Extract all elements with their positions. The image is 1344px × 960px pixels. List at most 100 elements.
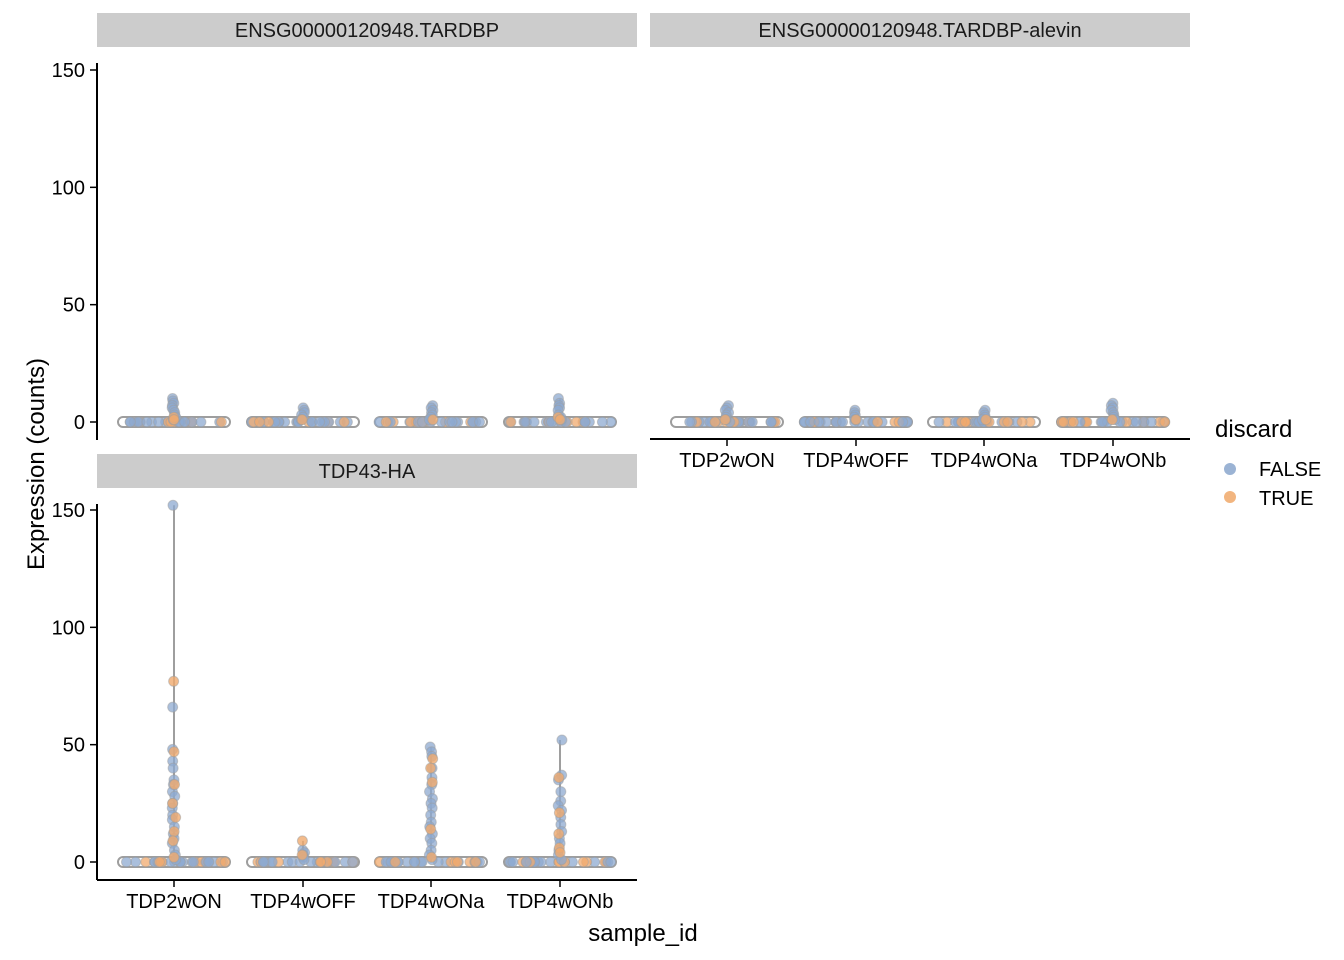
y-tick-label-2-1: 50 [63, 735, 85, 757]
point-0-0-zero-24 [179, 416, 191, 428]
point-0-3-zero-24 [579, 416, 591, 428]
point-1-2-true-0 [980, 414, 992, 426]
point-2-2-true-3 [425, 823, 437, 835]
point-2-3-false-0 [556, 734, 568, 746]
point-0-1-zero-24 [263, 416, 275, 428]
point-1-3-zero-19 [1145, 416, 1157, 428]
y-tick-label-2-3: 150 [52, 500, 85, 522]
point-2-0-zero-2 [130, 856, 142, 868]
point-2-0-zero-22 [219, 856, 231, 868]
point-1-1-true-0 [850, 414, 862, 426]
point-2-0-false-1 [167, 701, 179, 713]
point-2-0-true-4 [170, 811, 182, 823]
point-2-2-zero-23 [408, 856, 420, 868]
point-2-2-true-0 [427, 753, 439, 765]
point-0-2-zero-23 [474, 416, 486, 428]
point-1-1-zero-25 [872, 416, 884, 428]
legend-title: discard [1215, 416, 1292, 443]
x-tick-label-1-2: TDP4wONa [931, 450, 1039, 472]
y-tick-label-0-0: 0 [74, 412, 85, 434]
point-2-0-false-0 [167, 499, 179, 511]
facet-title-2: TDP43-HA [319, 461, 416, 483]
legend-label-true: TRUE [1259, 488, 1313, 510]
x-tick-label-1-3: TDP4wONb [1060, 450, 1167, 472]
point-1-0-zero-23 [684, 416, 696, 428]
y-tick-label-2-0: 0 [74, 852, 85, 874]
point-2-1-true-1 [296, 849, 308, 861]
point-2-0-false-4 [167, 762, 179, 774]
point-2-2-true-2 [426, 776, 438, 788]
point-0-2-zero-25 [446, 416, 458, 428]
point-1-3-zero-25 [1067, 416, 1079, 428]
point-0-1-zero-22 [314, 416, 326, 428]
point-0-3-zero-15 [596, 416, 608, 428]
point-1-3-true-0 [1106, 414, 1118, 426]
point-1-2-zero-20 [933, 416, 945, 428]
point-2-3-true-4 [554, 847, 566, 859]
x-tick-label-1-1: TDP4wOFF [803, 450, 909, 472]
legend-key-false [1224, 463, 1236, 475]
facet-strip-1 [650, 13, 1190, 47]
point-2-2-zero-25 [389, 856, 401, 868]
point-0-0-zero-25 [195, 416, 207, 428]
x-tick-label-2-2: TDP4wONa [378, 891, 486, 913]
point-1-0-zero-25 [765, 416, 777, 428]
point-0-2-true-0 [427, 414, 439, 426]
point-0-0-zero-21 [124, 416, 136, 428]
point-0-3-zero-23 [505, 416, 517, 428]
point-1-0-zero-22 [709, 416, 721, 428]
point-0-0-zero-20 [153, 416, 165, 428]
point-0-1-zero-25 [254, 416, 266, 428]
x-tick-label-2-1: TDP4wOFF [250, 891, 356, 913]
point-2-3-zero-14 [507, 856, 519, 868]
point-0-0-true-1 [168, 414, 180, 426]
point-2-0-true-3 [167, 797, 179, 809]
point-2-0-true-2 [169, 779, 181, 791]
y-tick-label-0-3: 150 [52, 60, 85, 82]
facet-panel-2: TDP43-HA 0 50 100 150 TDP2wON TDP4wOFF TDP4wONa… [52, 454, 637, 913]
point-0-2-zero-14 [380, 416, 392, 428]
facet-strip-2 [97, 454, 637, 488]
point-1-3-zero-22 [1159, 416, 1171, 428]
x-tick-label-2-3: TDP4wONb [507, 891, 614, 913]
point-1-2-zero-18 [1002, 416, 1014, 428]
facet-title-0: ENSG00000120948.TARDBP [235, 20, 499, 42]
point-1-0-zero-20 [746, 416, 758, 428]
y-tick-label-2-2: 100 [52, 617, 85, 639]
point-1-3-zero-15 [1130, 416, 1142, 428]
point-2-1-zero-11 [347, 856, 359, 868]
y-tick-label-0-2: 100 [52, 177, 85, 199]
point-1-2-zero-23 [959, 416, 971, 428]
facet-panel-0: ENSG00000120948.TARDBP 0 50 100 150 [52, 13, 637, 440]
point-2-2-true-4 [425, 851, 437, 863]
legend: discard FALSE TRUE [1215, 416, 1321, 510]
legend-key-true [1224, 491, 1236, 503]
facet-panel-1: ENSG00000120948.TARDBP-alevin TDP2wON TDP4… [650, 13, 1190, 472]
x-axis-title: sample_id [588, 920, 697, 947]
point-1-1-zero-23 [897, 416, 909, 428]
legend-label-false: FALSE [1259, 459, 1321, 481]
point-0-0-zero-22 [141, 416, 153, 428]
point-0-1-true-0 [296, 414, 308, 426]
point-2-0-true-0 [168, 675, 180, 687]
point-2-1-true-0 [296, 835, 308, 847]
point-2-0-zero-20 [187, 856, 199, 868]
point-2-2-zero-20 [470, 856, 482, 868]
x-tick-label-1-0: TDP2wON [679, 450, 775, 472]
point-2-3-zero-25 [605, 856, 617, 868]
point-2-3-false-3 [555, 786, 567, 798]
point-2-3-zero-24 [577, 856, 589, 868]
point-2-3-true-2 [553, 828, 565, 840]
point-0-3-zero-21 [528, 416, 540, 428]
point-2-2-zero-21 [451, 856, 463, 868]
point-0-0-zero-13 [215, 416, 227, 428]
point-2-0-true-6 [167, 835, 179, 847]
point-1-1-zero-22 [837, 416, 849, 428]
point-1-3-zero-16 [1096, 416, 1108, 428]
point-2-1-zero-25 [257, 856, 269, 868]
y-tick-label-0-1: 50 [63, 295, 85, 317]
x-tick-label-2-0: TDP2wON [126, 891, 222, 913]
point-2-0-zero-25 [153, 856, 165, 868]
point-1-0-true-0 [719, 414, 731, 426]
